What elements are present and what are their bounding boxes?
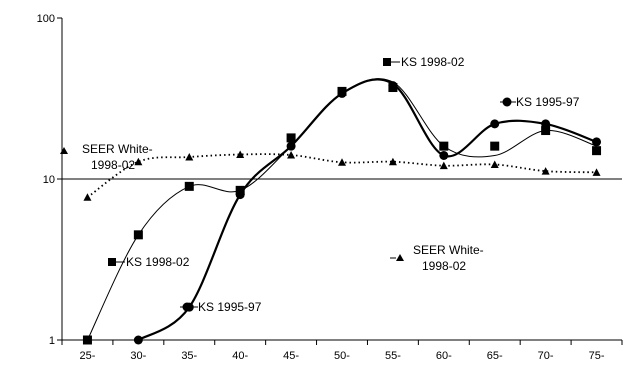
data-point-circle <box>337 88 347 98</box>
data-point-triangle <box>83 193 92 201</box>
data-point-square <box>133 230 143 240</box>
annotation-ks9802-left: KS 1998-02 <box>108 255 190 269</box>
annotation-text: SEER White- <box>82 142 153 156</box>
data-point-triangle <box>134 157 143 166</box>
data-point-circle <box>286 141 296 151</box>
data-point-square <box>541 126 551 136</box>
data-point-circle <box>490 119 500 129</box>
x-tick-label: 50- <box>334 350 350 362</box>
annotation-seer-right: SEER White- 1998-02 <box>390 243 484 273</box>
data-point-circle <box>439 150 449 160</box>
annotation-text: KS 1995-97 <box>198 300 262 314</box>
x-tick-label: 35- <box>181 350 197 362</box>
data-point-triangle <box>592 168 601 176</box>
x-tick-label: 65- <box>487 350 503 362</box>
data-point-triangle <box>338 158 346 166</box>
annotations: SEER White- 1998-02 SEER White- 1998-02 … <box>60 55 580 314</box>
annotation-marker-square <box>108 258 116 266</box>
data-point-square <box>592 146 602 156</box>
annotation-text: SEER White- <box>413 243 484 257</box>
x-tick-label: 60- <box>436 350 452 362</box>
annotation-text: KS 1995-97 <box>516 95 580 109</box>
data-point-square <box>439 141 449 151</box>
x-tick-label: 75- <box>589 350 605 362</box>
data-point-circle <box>541 119 551 129</box>
x-tick-label: 30- <box>130 350 146 362</box>
annotation-ks9597-right: KS 1995-97 <box>500 95 580 109</box>
data-point-square <box>286 133 296 143</box>
data-point-triangle <box>541 167 550 175</box>
annotation-text: KS 1998-02 <box>401 55 465 69</box>
annotation-seer-left: SEER White- 1998-02 <box>60 142 153 172</box>
data-point-triangle <box>236 150 245 158</box>
data-point-square <box>184 181 194 191</box>
axes <box>57 17 623 345</box>
annotation-text: KS 1998-02 <box>126 255 190 269</box>
data-point-circle <box>235 190 245 200</box>
annotation-ks9597-bottom: KS 1995-97 <box>180 300 262 314</box>
data-point-triangle <box>287 150 296 159</box>
data-point-triangle <box>490 160 499 169</box>
x-tick-label: 55- <box>385 350 401 362</box>
annotation-text: 1998-02 <box>422 259 466 273</box>
annotation-marker-triangle <box>396 254 404 261</box>
y-tick-label: 10 <box>43 174 55 186</box>
annotation-ks9802-top: KS 1998-02 <box>383 55 465 69</box>
y-tick-labels: 1 10 100 <box>37 13 55 347</box>
y-tick-label: 1 <box>49 335 55 347</box>
x-tick-label: 45- <box>283 350 299 362</box>
series-line-ks9802_fit <box>87 78 597 341</box>
data-point-triangle <box>185 152 194 161</box>
series-lines <box>86 78 597 341</box>
data-point-circle <box>592 137 602 147</box>
data-point-square <box>490 141 500 151</box>
data-point-triangle <box>388 157 397 166</box>
annotation-marker-triangle <box>60 147 68 154</box>
x-tick-labels: 25- 30- 35- 40- 45- 50- 55- 60- 65- 70- 75- <box>80 350 605 362</box>
series-markers <box>82 81 602 345</box>
data-point-circle <box>388 81 398 91</box>
y-tick-label: 100 <box>37 13 55 25</box>
data-point-triangle <box>439 161 448 170</box>
annotation-text: 1998-02 <box>91 158 135 172</box>
annotation-marker-square <box>383 58 391 66</box>
x-tick-label: 40- <box>232 350 248 362</box>
x-tick-label: 25- <box>80 350 96 362</box>
series-line-ks9597_fit <box>137 78 597 341</box>
x-tick-label: 70- <box>538 350 554 362</box>
